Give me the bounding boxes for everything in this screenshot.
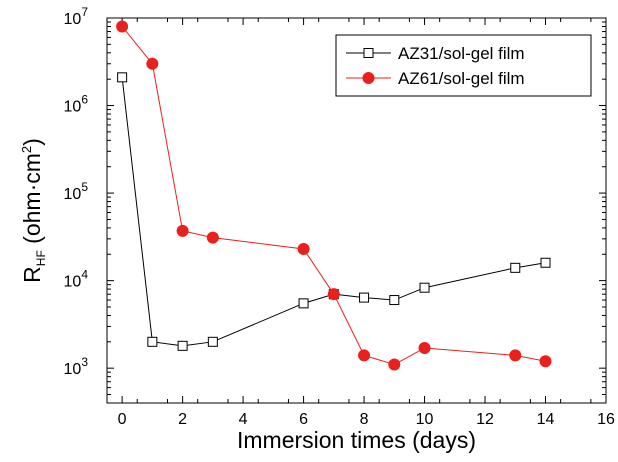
y-axis-title-unit: (ohm·cm (19, 153, 45, 250)
legend-frame (335, 34, 592, 97)
y-axis-title: RHF (ohm·cm2) (19, 138, 48, 283)
series-2 (116, 20, 552, 371)
y-axis-ticks: 103 104 105 106 107 (64, 5, 606, 404)
x-tick-label: 0 (118, 411, 127, 428)
data-point (539, 355, 552, 368)
legend-label: AZ61/sol-gel film (398, 69, 525, 88)
data-point (388, 358, 401, 371)
data-point (389, 295, 400, 306)
x-tick-label: 6 (299, 411, 308, 428)
y-tick-label: 104 (64, 268, 89, 291)
data-point (297, 242, 310, 255)
data-point (177, 340, 188, 351)
series-layer (116, 20, 552, 371)
x-tick-label: 16 (597, 411, 615, 428)
legend-item-2: AZ61/sol-gel film (346, 69, 525, 88)
y-tick-label: 103 (64, 355, 89, 378)
y-axis-title-close: ) (19, 138, 45, 146)
data-point (359, 292, 370, 303)
x-tick-label: 2 (178, 411, 187, 428)
y-axis-title-main: R (19, 266, 45, 283)
data-point (540, 257, 551, 268)
data-point (146, 57, 159, 70)
x-axis-ticks: 0 2 4 6 8 10 12 14 16 (118, 18, 615, 428)
x-tick-label: 12 (476, 411, 494, 428)
x-tick-label: 10 (416, 411, 434, 428)
data-point (116, 20, 129, 33)
legend-marker (362, 72, 375, 84)
data-point (418, 341, 431, 354)
legend-label: AZ31/sol-gel film (398, 44, 525, 63)
y-tick-label: 106 (64, 93, 89, 116)
y-tick-label: 107 (64, 5, 89, 28)
legend-marker (363, 48, 374, 58)
data-point (176, 224, 189, 237)
y-axis-title-superscript: 2 (19, 146, 34, 153)
data-point (358, 349, 371, 362)
data-point (117, 72, 128, 83)
y-tick-label: 105 (64, 180, 89, 203)
x-axis-title: Immersion times (days) (237, 427, 476, 453)
plot-frame (106, 17, 607, 404)
data-point (206, 231, 219, 244)
data-point (510, 262, 521, 273)
data-point (419, 282, 430, 293)
data-point (327, 288, 340, 301)
legend-item-1: AZ31/sol-gel film (346, 44, 525, 63)
legend: AZ31/sol-gel film AZ61/sol-gel film (335, 34, 592, 97)
x-tick-label: 4 (239, 411, 248, 428)
y-axis-title-subscript: HF (34, 250, 48, 266)
x-tick-label: 14 (537, 411, 555, 428)
x-tick-label: 8 (360, 411, 369, 428)
data-point (509, 349, 522, 362)
data-point (207, 336, 218, 347)
data-point (147, 336, 158, 347)
data-point (298, 298, 309, 309)
